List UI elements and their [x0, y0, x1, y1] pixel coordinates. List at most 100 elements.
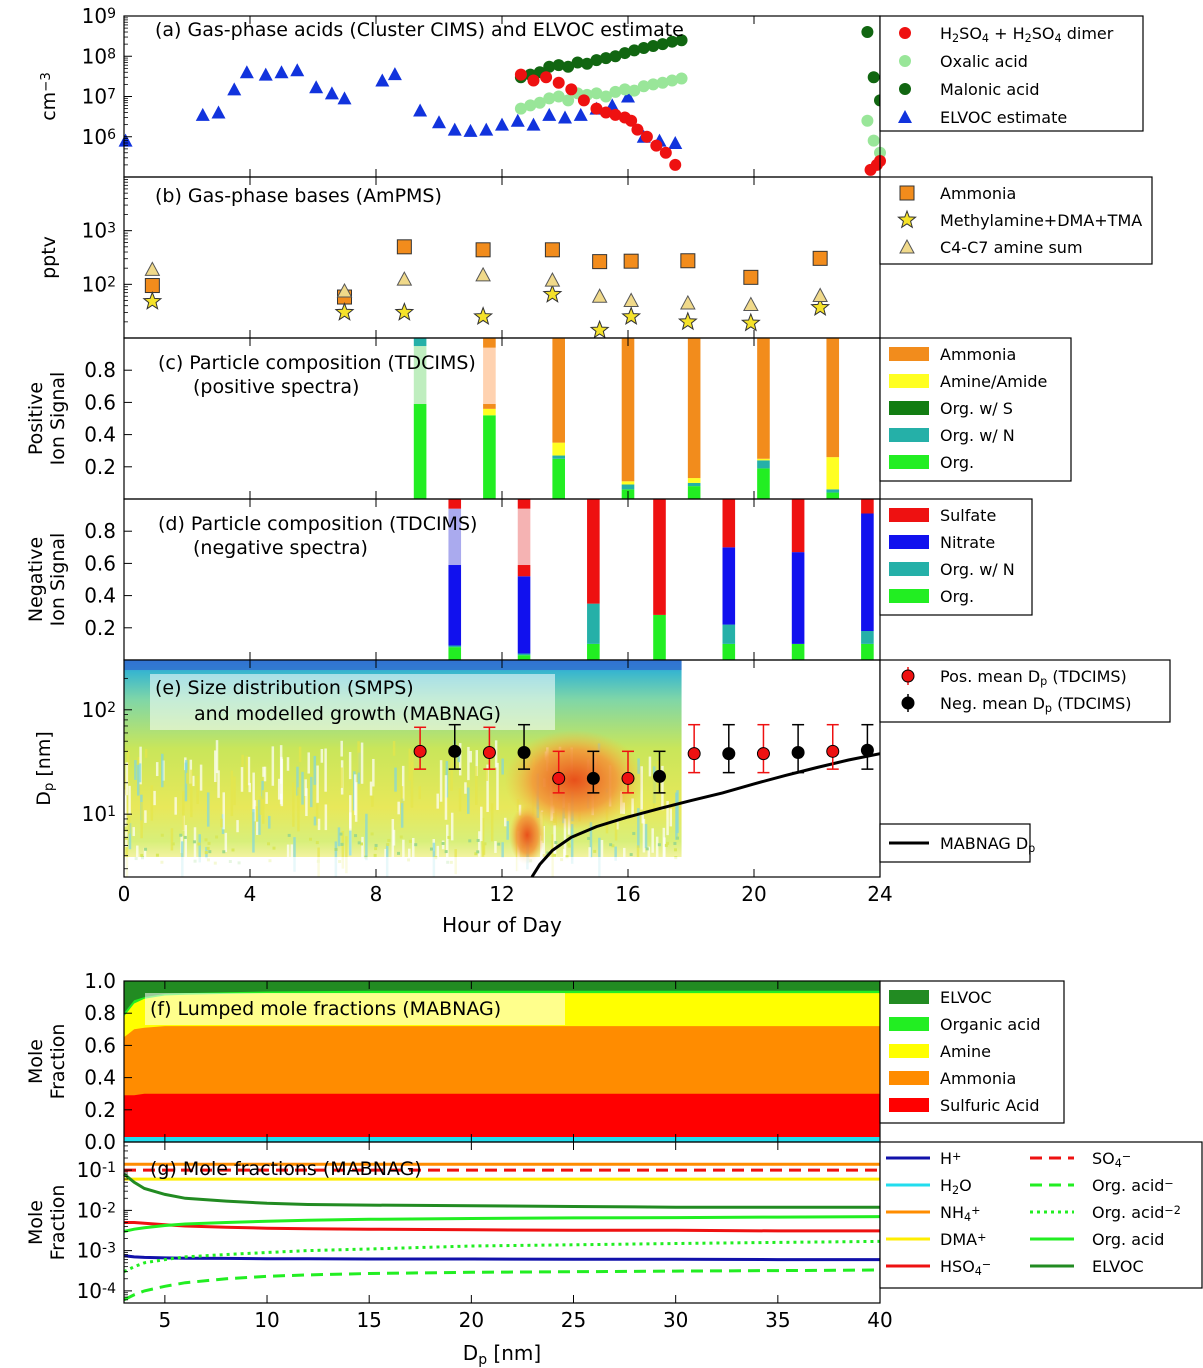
bar-c-5-amine-amide — [757, 458, 770, 461]
bar-c-3-org-w-n — [621, 484, 635, 490]
legend-label-f-2: Amine — [940, 1042, 991, 1061]
bar-c-1-cap — [483, 338, 496, 348]
legend-marker-a-1 — [899, 55, 911, 67]
xtick-label-20: 20 — [741, 882, 766, 906]
bar-c-2-ammonia — [552, 338, 565, 443]
heatmap-streak — [371, 795, 374, 807]
heatmap-speck — [207, 841, 211, 845]
point-a-h2so4-h2so4-dimer — [650, 139, 663, 152]
bar-d-5-sulfate — [791, 499, 805, 553]
point-b-c4-c7-amine-sum — [396, 271, 413, 286]
bar-c-1-faded — [483, 347, 496, 405]
heatmap-speck — [373, 853, 377, 857]
heatmap-streak — [551, 834, 554, 877]
point-a-malonic-acid — [609, 50, 622, 63]
heatmap-speck — [354, 834, 358, 838]
heatmap-streak — [259, 796, 262, 815]
legend-box-a — [879, 15, 1144, 132]
point-a-oxalic-acid — [533, 96, 546, 109]
point-e-neg-mean-dp-tdcims- — [517, 745, 531, 759]
heatmap-streak — [292, 782, 295, 827]
heatmap-streak — [301, 771, 304, 805]
point-b-methylamine-dma-tma — [740, 312, 761, 332]
legend-swatch-c-4 — [889, 455, 929, 469]
heatmap-streak — [184, 825, 188, 865]
heatmap-speck — [429, 847, 433, 851]
heatmap-speck — [231, 848, 235, 852]
heatmap-streak — [252, 772, 255, 813]
point-b-c4-c7-amine-sum — [336, 282, 353, 298]
ytick-label-f-3: 0.6 — [84, 1033, 116, 1057]
ytick-label-e-0: 101 — [82, 802, 116, 826]
heatmap-streak — [317, 818, 321, 831]
point-e-pos-mean-dp-tdcims- — [621, 771, 635, 785]
bar-d-5-nitrate — [791, 552, 805, 644]
point-a-h2so4-h2so4-dimer — [599, 106, 612, 119]
ytick-label-d-0: 0.2 — [84, 616, 116, 640]
legend-swatch-d-2 — [889, 562, 929, 576]
heatmap-speck — [587, 836, 591, 840]
bar-c-6-amine-amide — [826, 457, 840, 490]
heatmap-streak — [206, 792, 210, 827]
point-b-c4-c7-amine-sum — [544, 272, 561, 287]
legend-label-c-0: Ammonia — [940, 345, 1016, 364]
point-a-h2so4-h2so4-dimer — [577, 94, 590, 107]
xtick-label-g-40: 40 — [867, 1308, 892, 1332]
bar-c-4-org- — [687, 486, 701, 499]
heatmap-streak — [320, 748, 324, 763]
ytick-label-a-2: 108 — [82, 44, 116, 68]
bar-d-1-nitrate — [517, 576, 531, 654]
point-a-malonic-acid — [647, 39, 660, 52]
ylabel-d-0: Negative — [25, 537, 47, 622]
ytick-label-f-0: 0.0 — [84, 1130, 116, 1154]
heatmap-speck — [267, 842, 271, 846]
bar-c-6-org- — [826, 492, 840, 499]
heatmap-streak — [240, 767, 244, 792]
heatmap-streak — [268, 815, 271, 829]
heatmap-streak — [475, 766, 478, 806]
heatmap-streak — [412, 837, 415, 873]
xtick-label-12: 12 — [489, 882, 514, 906]
title-f: (f) Lumped mole fractions (MABNAG) — [150, 998, 501, 1020]
panel-f: 0.0 0.2 0.4 0.6 0.8 1.0 (f) Lumped mole fracti… — [25, 969, 1065, 1154]
bar-d-6-org-w-n — [861, 631, 874, 644]
point-a-oxalic-acid — [656, 76, 669, 89]
ytick-label-b-0: 102 — [82, 272, 116, 296]
legend-label-g-6: Org. acid− — [1092, 1176, 1174, 1195]
heatmap-speck — [171, 842, 175, 846]
line-g-org-acid-2 — [123, 1239, 881, 1274]
heatmap-speck — [370, 832, 374, 836]
heatmap-speck — [629, 853, 633, 857]
point-a-elvoc-estimate — [526, 117, 541, 131]
panel-a: 106 107 108 109 (a) Gas-phase acids (Cluster… — [38, 4, 1144, 178]
title2-d: (negative spectra) — [193, 537, 368, 559]
ytick-label-d-3: 0.8 — [84, 519, 116, 543]
heatmap-streak — [655, 836, 659, 862]
point-a-malonic-acid — [666, 35, 679, 48]
ylabel-f-1: Fraction — [47, 1024, 69, 1100]
heatmap-streak — [150, 785, 154, 821]
panel-g: 10-4 10-3 10-2 10-1 5 10 15 20 25 30 35 40 (g) Mole … — [25, 1141, 1203, 1368]
point-a-oxalic-acid — [524, 99, 537, 112]
legend-label-b-2: C4-C7 amine sum — [940, 238, 1083, 257]
heatmap-speck — [155, 853, 159, 857]
heatmap-speck — [553, 853, 557, 857]
bar-d-0-cap — [448, 499, 462, 509]
point-a-elvoc-estimate — [375, 73, 390, 87]
point-a-elvoc-estimate — [621, 89, 635, 103]
title-a: (a) Gas-phase acids (Cluster CIMS) and E… — [155, 19, 684, 41]
legend-marker-a-0 — [899, 27, 911, 39]
bar-d-4-nitrate — [722, 547, 736, 625]
bar-c-3-ammonia — [621, 338, 635, 482]
heatmap-streak — [293, 837, 296, 872]
heatmap-streak — [467, 746, 470, 781]
area-sulfuric-acid — [124, 1093, 880, 1142]
point-a-elvoc-estimate — [211, 105, 226, 119]
ytick-label-g-3: 10-1 — [77, 1158, 116, 1182]
heatmap-streak — [324, 804, 328, 831]
heatmap-streak — [666, 801, 669, 836]
ylabel-c-0: Positive — [25, 382, 47, 455]
heatmap-streak — [647, 846, 651, 860]
heatmap-streak — [458, 788, 462, 812]
